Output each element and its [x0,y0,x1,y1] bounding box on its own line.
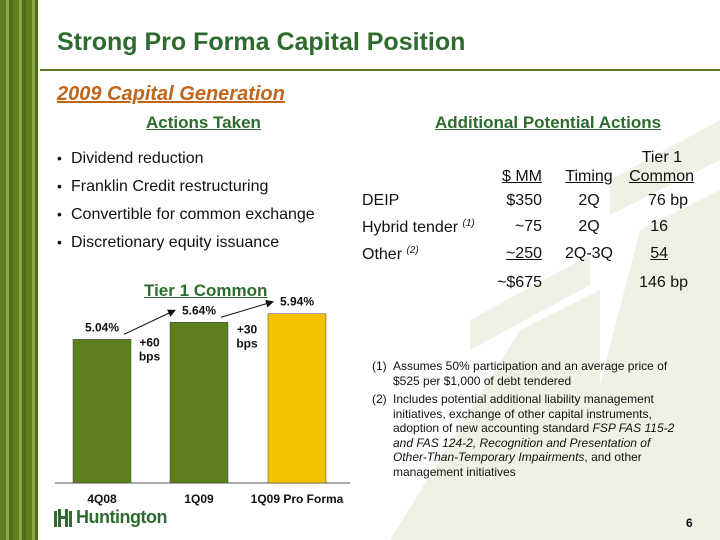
list-item: • Franklin Credit restructuring [57,178,269,195]
actions-taken-header: Actions Taken [146,113,261,132]
huntington-logo: Huntington [54,507,167,528]
increase-label: +30 [237,322,258,336]
row-timing: 2Q [578,218,600,235]
chart-title: Tier 1 Common [144,281,268,300]
col-header-mm: $ MM [502,168,542,185]
row-label: Hybrid tender (1) [362,218,475,236]
footnote-ref: (2) [406,245,419,256]
row-label: DEIP [362,192,400,209]
bar-value-label: 5.64% [182,303,216,317]
row-timing: 2Q-3Q [564,245,613,262]
total-mm: ~$675 [497,274,542,291]
list-item: • Convertible for common exchange [57,206,315,223]
bullet-icon: • [57,234,62,250]
list-item: • Discretionary equity issuance [57,234,280,251]
bullet-icon: • [57,206,62,222]
row-mm: $350 [506,192,542,209]
footnote-1: (1) Assumes 50% participation and an ave… [372,359,668,388]
bar [72,339,132,484]
row-timing: 2Q [578,192,600,209]
col-header-timing: Timing [565,168,613,185]
increase-label-unit: bps [139,349,161,363]
footnote-ref: (1) [462,218,475,229]
additional-actions-header: Additional Potential Actions [435,113,662,132]
bar-value-label: 5.94% [280,295,314,309]
bar [169,322,229,484]
list-item: • Dividend reduction [57,150,204,167]
increase-label-unit: bps [236,336,258,350]
bar-value-label: 5.04% [85,320,119,334]
page-number: 6 [686,516,693,530]
row-tier1: 16 [650,218,668,235]
title-divider [40,69,720,71]
row-mm: ~75 [514,218,542,235]
page-title: Strong Pro Forma Capital Position [57,28,466,56]
left-stripe-decoration [0,0,38,540]
actions-taken-list: • Dividend reduction • Franklin Credit res… [57,148,315,260]
footnote-2: (2) Includes potential additional liabil… [372,392,675,479]
increase-label: +60 [139,335,160,349]
category-label: 1Q09 [184,492,214,506]
bullet-icon: • [57,178,62,194]
row-mm: ~250 [505,245,542,262]
bullet-icon: • [57,150,62,166]
huntington-building-icon [54,508,72,527]
row-label: Other (2) [362,245,419,263]
section-subtitle: 2009 Capital Generation [57,83,285,105]
row-tier1: 54 [650,245,668,262]
footnotes: (1) Assumes 50% participation and an ave… [372,359,682,483]
col-header-tier1-line1: Tier 1 [641,149,682,166]
col-header-tier1-line2: Common [629,168,694,185]
increase-arrow [220,299,274,318]
bar [267,313,327,484]
category-label: 4Q08 [87,492,117,506]
increase-arrow [123,309,176,335]
row-tier1: 76 bp [647,192,688,209]
total-tier1: 146 bp [639,274,688,291]
category-label: 1Q09 Pro Forma [251,492,344,506]
